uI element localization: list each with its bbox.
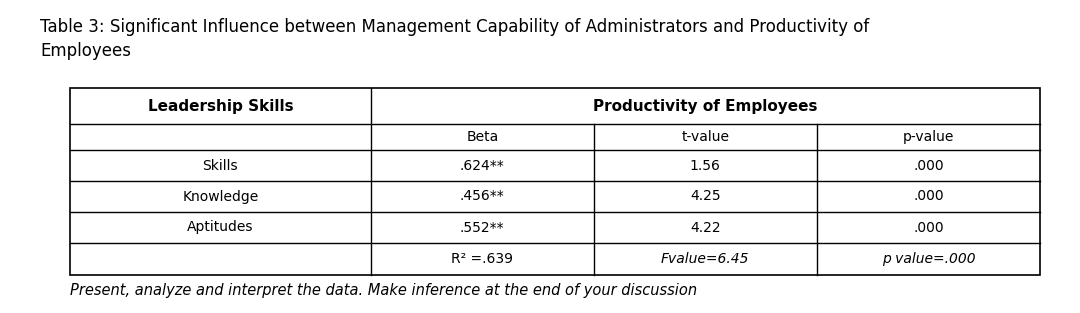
Text: .000: .000 (913, 158, 944, 172)
Text: .552**: .552** (460, 220, 504, 234)
Text: t-value: t-value (681, 130, 729, 144)
Text: .624**: .624** (460, 158, 504, 172)
Text: .456**: .456** (460, 189, 504, 203)
Text: Knowledge: Knowledge (183, 189, 258, 203)
Text: Skills: Skills (203, 158, 239, 172)
Text: Productivity of Employees: Productivity of Employees (593, 99, 818, 114)
Text: 1.56: 1.56 (690, 158, 720, 172)
Text: Present, analyze and interpret the data. Make inference at the end of your discu: Present, analyze and interpret the data.… (70, 283, 697, 298)
Text: 4.25: 4.25 (690, 189, 720, 203)
Text: Leadership Skills: Leadership Skills (148, 99, 293, 114)
Text: R² =.639: R² =.639 (451, 252, 513, 266)
Text: Aptitudes: Aptitudes (187, 220, 254, 234)
Text: Fvalue=6.45: Fvalue=6.45 (661, 252, 750, 266)
Text: .000: .000 (913, 220, 944, 234)
Text: Beta: Beta (467, 130, 498, 144)
Text: p value=.000: p value=.000 (881, 252, 975, 266)
Text: Employees: Employees (40, 42, 131, 60)
Text: p-value: p-value (903, 130, 954, 144)
Text: 4.22: 4.22 (690, 220, 720, 234)
Bar (70, 88, 1040, 275)
Text: Table 3: Significant Influence between Management Capability of Administrators a: Table 3: Significant Influence between M… (40, 18, 869, 36)
Text: .000: .000 (913, 189, 944, 203)
